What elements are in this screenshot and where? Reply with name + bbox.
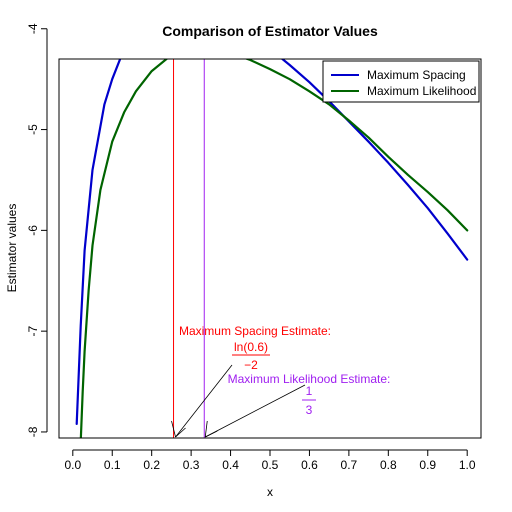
annotation-likelihood-label: Maximum Likelihood Estimate: xyxy=(228,372,391,386)
annotation-likelihood-arrowhead-right xyxy=(205,430,218,438)
annotation-spacing-arrowhead-right xyxy=(175,427,186,438)
annotation-spacing-denominator: −2 xyxy=(244,358,258,372)
x-tick-label: 1.0 xyxy=(459,458,476,472)
plot-frame xyxy=(58,58,482,439)
series-layer xyxy=(75,59,469,438)
series-line-maximum-spacing xyxy=(75,59,469,425)
legend-box xyxy=(322,60,480,103)
annotation-likelihood-pointer xyxy=(205,384,306,438)
y-axis: -8 -7 -6 -5 -4 xyxy=(26,23,48,437)
y-tick-label: -8 xyxy=(26,426,40,437)
annotation-maximum-spacing: Maximum Spacing Estimate: ln(0.6) −2 xyxy=(179,324,331,372)
series-line-maximum-likelihood xyxy=(79,59,469,438)
y-axis-label: Estimator values xyxy=(5,204,19,293)
annotation-likelihood-denominator: 3 xyxy=(306,403,313,417)
y-tick-label: -6 xyxy=(26,225,40,236)
chart-title: Comparison of Estimator Values xyxy=(162,23,378,39)
annotation-spacing-arrowhead-left xyxy=(171,420,176,438)
annotation-spacing-pointer xyxy=(175,364,233,438)
x-tick-label: 0.5 xyxy=(262,458,279,472)
x-tick-label: 0.3 xyxy=(183,458,200,472)
y-tick-label: -4 xyxy=(26,23,40,34)
legend-label-maximum-likelihood: Maximum Likelihood xyxy=(367,84,476,98)
x-tick-label: 0.9 xyxy=(419,458,436,472)
annotation-spacing-numerator: ln(0.6) xyxy=(234,340,268,354)
vertical-lines xyxy=(173,59,205,438)
annotation-spacing-label: Maximum Spacing Estimate: xyxy=(179,324,331,338)
x-tick-label: 0.8 xyxy=(380,458,397,472)
annotation-pointers xyxy=(171,364,306,438)
legend: Maximum Spacing Maximum Likelihood xyxy=(322,60,480,103)
x-tick-label: 0.1 xyxy=(104,458,121,472)
x-tick-label: 0.4 xyxy=(222,458,239,472)
annotation-maximum-likelihood: Maximum Likelihood Estimate: 1 3 xyxy=(228,372,391,417)
x-axis-label: x xyxy=(267,485,273,499)
x-tick-label: 0.7 xyxy=(341,458,358,472)
x-axis: 0.0 0.1 0.2 0.3 0.4 0.5 0.6 0.7 0.8 0.9 1.0 xyxy=(64,449,476,472)
y-tick-label: -7 xyxy=(26,325,40,336)
legend-label-maximum-spacing: Maximum Spacing xyxy=(367,68,466,82)
x-tick-label: 0.2 xyxy=(143,458,160,472)
x-tick-label: 0.6 xyxy=(301,458,318,472)
y-tick-label: -5 xyxy=(26,124,40,135)
annotation-likelihood-arrowhead-left xyxy=(204,420,208,438)
x-tick-label: 0.0 xyxy=(64,458,81,472)
annotation-likelihood-numerator: 1 xyxy=(306,384,313,398)
